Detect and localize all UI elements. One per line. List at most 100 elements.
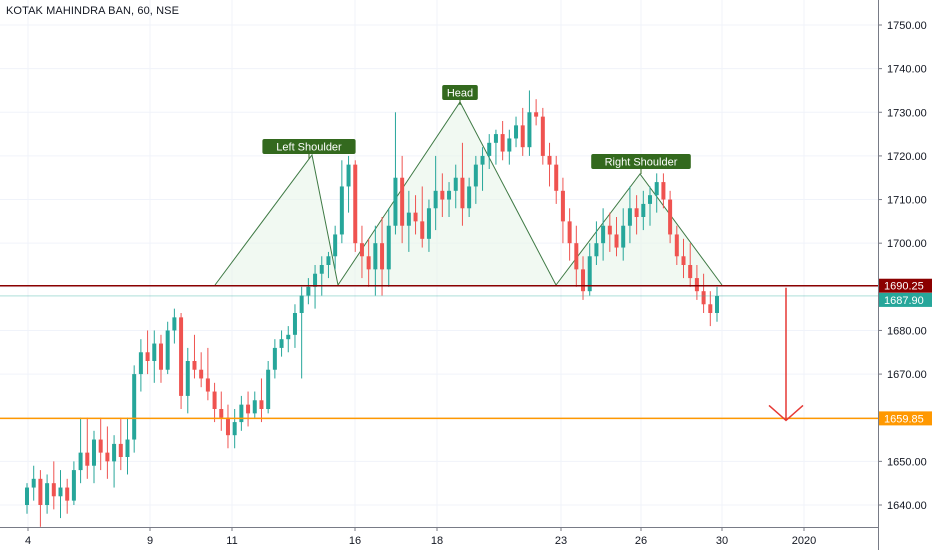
candle bbox=[25, 483, 29, 514]
candle-body bbox=[25, 487, 29, 505]
pattern-label-text: Left Shoulder bbox=[276, 142, 342, 154]
candle-body bbox=[614, 234, 619, 248]
candle-body bbox=[433, 190, 438, 209]
price-tick-label: 1640.00 bbox=[887, 500, 927, 512]
candle bbox=[426, 199, 431, 252]
pattern-label-bg bbox=[262, 139, 356, 154]
candle bbox=[299, 286, 304, 379]
candle bbox=[641, 190, 646, 231]
candle-body bbox=[447, 190, 452, 200]
symbol-title: KOTAK MAHINDRA BAN, 60, NSE bbox=[6, 5, 180, 17]
pattern-label-bg bbox=[442, 85, 478, 100]
tag-current-price-text: 1687.90 bbox=[884, 295, 924, 307]
candle bbox=[71, 461, 76, 505]
price-axis-bg bbox=[878, 0, 932, 550]
candle bbox=[500, 121, 505, 161]
candle bbox=[326, 251, 331, 279]
candle-body bbox=[440, 190, 445, 200]
candle bbox=[380, 217, 385, 296]
price-tick-label: 1670.00 bbox=[887, 369, 927, 381]
candle bbox=[668, 190, 673, 244]
candle bbox=[339, 160, 344, 244]
candle-body bbox=[514, 125, 519, 139]
candle bbox=[547, 142, 552, 187]
time-tick-label: 4 bbox=[25, 535, 31, 547]
candle-body bbox=[225, 417, 230, 436]
candle bbox=[480, 147, 485, 191]
candle bbox=[292, 304, 297, 348]
candle bbox=[165, 321, 170, 375]
candle-body bbox=[239, 404, 244, 423]
candle bbox=[105, 426, 110, 479]
price-tick-label: 1720.00 bbox=[887, 151, 927, 163]
candle-body bbox=[172, 317, 177, 331]
candle-body bbox=[165, 330, 170, 370]
price-tick-label: 1650.00 bbox=[887, 456, 927, 468]
candle bbox=[259, 378, 264, 423]
candle-body bbox=[192, 361, 197, 370]
candle bbox=[554, 155, 559, 204]
candle bbox=[346, 155, 351, 213]
candle bbox=[701, 273, 706, 313]
price-tick-label: 1700.00 bbox=[887, 238, 927, 250]
candle-body bbox=[272, 347, 277, 370]
candle bbox=[85, 417, 90, 479]
candle-body bbox=[708, 304, 713, 313]
candle-body bbox=[91, 439, 96, 466]
candle bbox=[212, 382, 217, 423]
candle-body bbox=[594, 243, 599, 257]
candle bbox=[366, 238, 371, 287]
candle bbox=[205, 347, 210, 401]
pattern-label: Left Shoulder bbox=[262, 139, 356, 159]
pattern-label: Right Shoulder bbox=[591, 154, 691, 174]
candle bbox=[688, 243, 693, 287]
candle bbox=[574, 225, 579, 287]
time-tick-label: 30 bbox=[716, 535, 728, 547]
candle bbox=[132, 365, 137, 453]
tag-target-text: 1659.85 bbox=[884, 413, 924, 425]
candle bbox=[627, 186, 632, 244]
candle bbox=[118, 417, 123, 471]
candle-body bbox=[681, 256, 686, 265]
candle bbox=[634, 195, 639, 235]
candle-body bbox=[420, 221, 425, 239]
candle-body bbox=[319, 265, 324, 274]
candle bbox=[353, 160, 358, 252]
candle-body bbox=[366, 256, 371, 270]
candle bbox=[225, 404, 230, 449]
candle bbox=[313, 265, 318, 309]
candle bbox=[31, 465, 36, 501]
candle-body bbox=[219, 409, 224, 418]
candle bbox=[400, 155, 405, 244]
candle bbox=[172, 308, 177, 344]
tag-current-price: 1687.90 bbox=[879, 292, 932, 307]
tag-target: 1659.85 bbox=[879, 411, 932, 426]
candle-body bbox=[205, 378, 210, 392]
candle bbox=[487, 134, 492, 169]
tag-current-price-bg bbox=[879, 292, 932, 307]
candle-body bbox=[158, 343, 163, 370]
time-tick-label: 9 bbox=[147, 535, 153, 547]
candle bbox=[112, 435, 117, 488]
candle-body bbox=[132, 374, 137, 440]
candle-body bbox=[386, 225, 391, 270]
candle-body bbox=[534, 112, 539, 117]
candle bbox=[534, 99, 539, 126]
candle-body bbox=[668, 199, 673, 235]
candle-body bbox=[51, 483, 56, 497]
candle bbox=[386, 208, 391, 287]
candle bbox=[440, 173, 445, 217]
candle-body bbox=[326, 256, 331, 265]
candle bbox=[359, 225, 364, 279]
candle-body bbox=[467, 186, 472, 209]
time-tick-label: 23 bbox=[555, 535, 567, 547]
price-tick-label: 1750.00 bbox=[887, 20, 927, 32]
candle bbox=[319, 256, 324, 296]
candle-body bbox=[473, 164, 478, 187]
candle-body bbox=[152, 343, 157, 361]
price-tick-label: 1740.00 bbox=[887, 64, 927, 76]
candle bbox=[460, 142, 465, 226]
candle bbox=[179, 313, 184, 409]
